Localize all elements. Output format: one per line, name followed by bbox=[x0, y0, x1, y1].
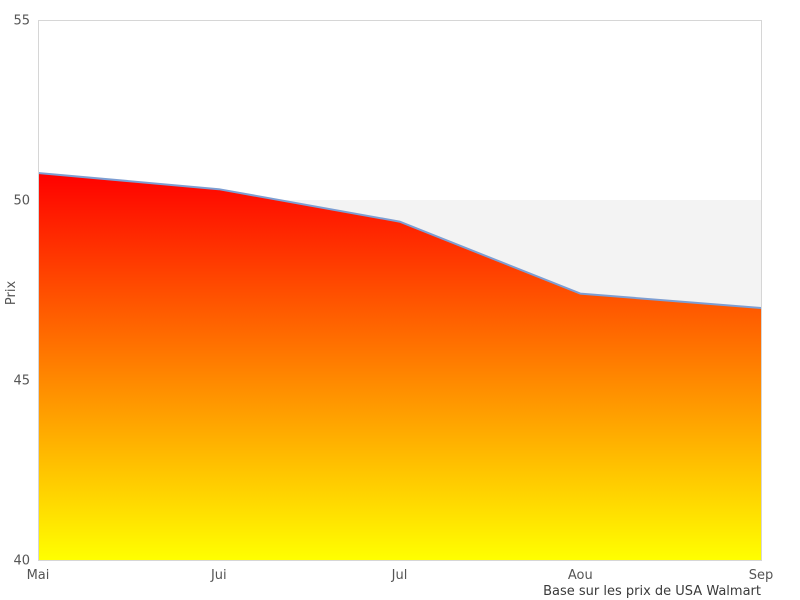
x-axis-tick-label: Aou bbox=[568, 568, 593, 583]
price-line bbox=[37, 172, 762, 309]
y-axis-tick-label: 45 bbox=[13, 374, 30, 389]
y-axis-tick-label: 50 bbox=[13, 194, 30, 209]
x-axis-tick-label: Jul bbox=[391, 568, 408, 583]
plot-border bbox=[38, 20, 762, 561]
x-axis-tick-label: Sep bbox=[749, 568, 774, 583]
y-axis-ticks: 55 50 45 40 bbox=[13, 14, 30, 569]
y-axis-tick-label: 55 bbox=[13, 14, 30, 29]
y-axis-tick-label: 40 bbox=[13, 554, 30, 569]
x-axis-tick-label: Jui bbox=[210, 568, 227, 583]
x-axis-ticks: Mai Jui Jul Aou Sep bbox=[27, 568, 774, 583]
y-axis-title: Prix bbox=[4, 281, 19, 306]
price-area-fill bbox=[38, 173, 761, 560]
x-axis-tick-label: Mai bbox=[27, 568, 50, 583]
chart-caption: Base sur les prix de USA Walmart bbox=[543, 584, 761, 599]
